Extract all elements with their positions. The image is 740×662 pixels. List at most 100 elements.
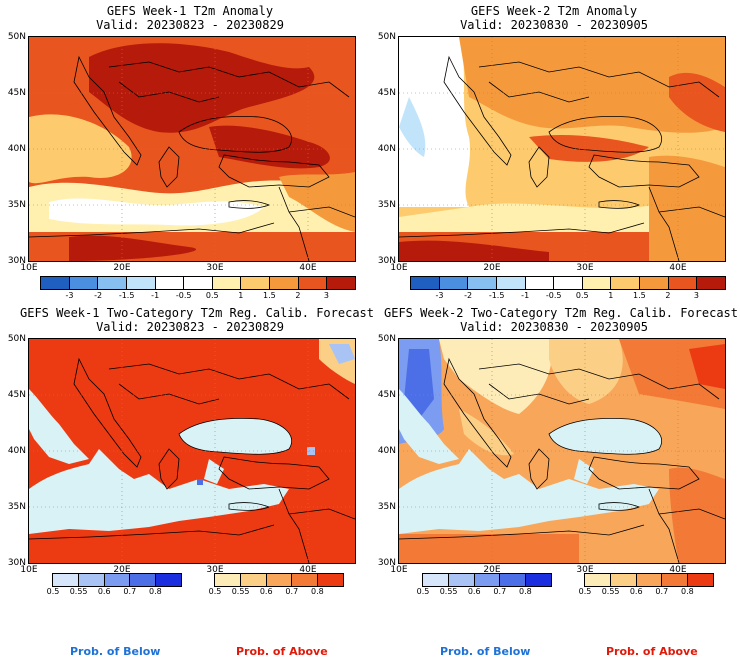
above-colorbar-swatch — [635, 574, 662, 586]
anomaly-colorbar-tick: 2 — [665, 291, 671, 300]
panel1-title-line1: GEFS Week-1 T2m Anomaly — [106, 4, 274, 18]
panel4-lon-10: 10E — [390, 565, 408, 575]
below-colorbar-swatch — [447, 574, 474, 586]
panel1-map — [28, 36, 356, 262]
panel2-lat-35: 35N — [377, 200, 396, 210]
above-colorbar-swatch — [317, 574, 343, 586]
below-colorbar-swatch — [473, 574, 500, 586]
panel3-lon-30: 30E — [206, 565, 224, 575]
panel1-lat-50: 50N — [7, 32, 26, 42]
prob-above-label-right: Prob. of Above — [606, 645, 698, 658]
above-colorbar-tick: 0.8 — [311, 587, 324, 596]
panel2-lat-45: 45N — [377, 88, 396, 98]
above-colorbar-tick: 0.55 — [231, 587, 250, 596]
anomaly-colorbar-tick: 0.5 — [205, 291, 219, 300]
anomaly-colorbar-swatch — [97, 277, 126, 289]
anomaly-colorbar-tick: 0.5 — [575, 291, 589, 300]
panel3-title-line1: GEFS Week-1 Two-Category T2m Reg. Calib.… — [20, 306, 375, 320]
panel2-title-line1: GEFS Week-2 T2m Anomaly — [470, 4, 638, 18]
panel4-lon-30: 30E — [576, 565, 594, 575]
anomaly-colorbar-swatch — [269, 277, 298, 289]
panel3-below-colorbar — [52, 573, 182, 587]
anomaly-colorbar-swatch — [125, 277, 155, 289]
above-colorbar-tick: 0.7 — [655, 587, 669, 596]
below-colorbar-swatch — [499, 574, 526, 586]
anomaly-colorbar-tick: 1.5 — [632, 291, 646, 300]
panel4-lat-40: 40N — [377, 446, 396, 456]
panel1-lon-10: 10E — [20, 263, 38, 273]
anomaly-colorbar-tick: -2 — [464, 291, 473, 300]
panel2-lon-20: 20E — [483, 263, 501, 273]
panel4-above-colorbar — [584, 573, 714, 587]
below-colorbar-swatch — [525, 574, 551, 586]
panel3-lon-10: 10E — [20, 565, 38, 575]
below-colorbar-tick: 0.55 — [69, 587, 88, 596]
anomaly-colorbar-tick: 3 — [693, 291, 699, 300]
anomaly-colorbar-swatch — [553, 277, 582, 289]
anomaly-colorbar-tick: -3 — [65, 291, 74, 300]
above-colorbar-swatch — [687, 574, 713, 586]
above-colorbar-tick: 0.7 — [285, 587, 299, 596]
panel1-title: GEFS Week-1 T2m Anomaly Valid: 20230823 … — [20, 4, 360, 32]
above-colorbar-tick: 0.55 — [601, 587, 620, 596]
panel4-lat-45: 45N — [377, 390, 396, 400]
anomaly-colorbar-swatch — [240, 277, 270, 289]
anomaly-colorbar-swatch — [297, 277, 327, 289]
anomaly-colorbar-tick: 1 — [608, 291, 614, 300]
panel2-lat-50: 50N — [377, 32, 396, 42]
below-colorbar-tick: 0.5 — [416, 587, 430, 596]
panel1-lat-30: 30N — [7, 256, 26, 266]
above-colorbar-swatch — [291, 574, 318, 586]
panel4-lon-20: 20E — [483, 565, 501, 575]
above-colorbar-tick: 0.8 — [681, 587, 694, 596]
panel3-lat-45: 45N — [7, 390, 26, 400]
panel4-lat-50: 50N — [377, 334, 396, 344]
below-colorbar-tick: 0.5 — [46, 587, 60, 596]
below-colorbar-tick: 0.6 — [467, 587, 481, 596]
anomaly-colorbar-tick: -1 — [151, 291, 160, 300]
prob-below-label-left: Prob. of Below — [70, 645, 161, 658]
panel4-lon-40: 40E — [669, 565, 687, 575]
anomaly-colorbar-swatch — [326, 277, 356, 289]
above-colorbar-tick: 0.6 — [259, 587, 273, 596]
panel3-map — [28, 338, 356, 564]
anomaly-colorbar-tick: 1.5 — [262, 291, 276, 300]
below-colorbar-tick: 0.7 — [493, 587, 507, 596]
panel4-lat-30: 30N — [377, 558, 396, 568]
above-colorbar-swatch — [585, 574, 610, 586]
panel2-lat-40: 40N — [377, 144, 396, 154]
above-colorbar-swatch — [609, 574, 636, 586]
panel3-title-line2: Valid: 20230823 - 20230829 — [96, 320, 284, 334]
above-colorbar-swatch — [661, 574, 688, 586]
panel3-title: GEFS Week-1 Two-Category T2m Reg. Calib.… — [20, 306, 375, 334]
anomaly-colorbar-swatch — [667, 277, 697, 289]
anomaly-colorbar-swatch — [581, 277, 611, 289]
anomaly-colorbar-tick: -2 — [94, 291, 103, 300]
below-colorbar-tick: 0.8 — [149, 587, 162, 596]
anomaly-colorbar-swatch — [154, 277, 184, 289]
panel3-lat-50: 50N — [7, 334, 26, 344]
anomaly-colorbar-tick: -0.5 — [175, 291, 192, 300]
below-colorbar-tick: 0.8 — [519, 587, 532, 596]
anomaly-colorbar-swatch — [211, 277, 241, 289]
panel2-lon-30: 30E — [576, 263, 594, 273]
panel1-title-line2: Valid: 20230823 - 20230829 — [96, 18, 284, 32]
panel1-anomaly-field — [29, 37, 355, 261]
anomaly-colorbar-swatch — [610, 277, 640, 289]
panel2-map — [398, 36, 726, 262]
panel4-lat-35: 35N — [377, 502, 396, 512]
panel3-probability-field — [29, 339, 355, 563]
anomaly-colorbar-swatch — [639, 277, 668, 289]
anomaly-colorbar-tick: 3 — [323, 291, 329, 300]
anomaly-colorbar-swatch — [438, 277, 468, 289]
above-colorbar-swatch — [215, 574, 240, 586]
panel4-probability-field — [399, 339, 725, 563]
below-colorbar-swatch — [423, 574, 448, 586]
below-colorbar-tick: 0.6 — [97, 587, 111, 596]
below-colorbar-swatch — [155, 574, 181, 586]
anomaly-colorbar-swatch — [68, 277, 98, 289]
anomaly-colorbar-tick: -1.5 — [488, 291, 505, 300]
anomaly-colorbar-swatch — [411, 277, 439, 289]
panel2-anomaly-field — [399, 37, 725, 261]
panel4-title: GEFS Week-2 Two-Category T2m Reg. Calib.… — [384, 306, 738, 334]
